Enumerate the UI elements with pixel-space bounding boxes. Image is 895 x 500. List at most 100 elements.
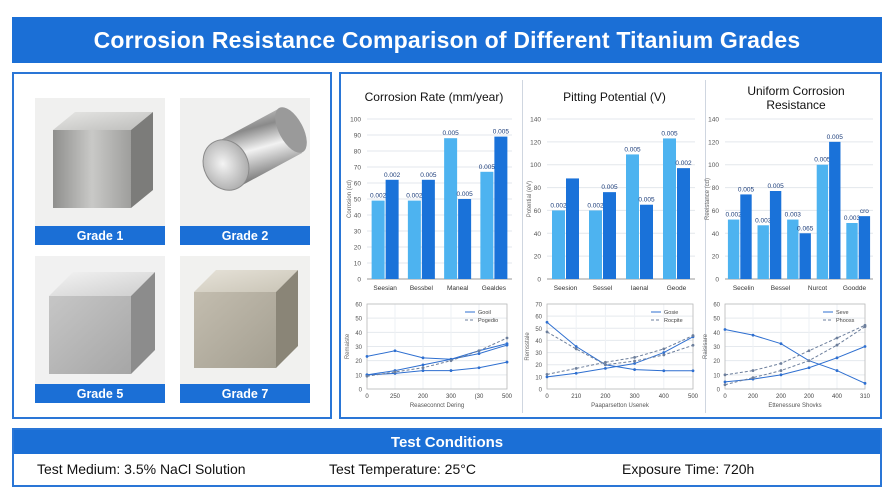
y-tick-label: 50 bbox=[535, 327, 542, 333]
data-point bbox=[863, 381, 867, 385]
data-point bbox=[421, 366, 425, 370]
bar-data-label: 0.005 bbox=[479, 164, 496, 171]
bar bbox=[858, 216, 871, 279]
x-tick-label: 0 bbox=[545, 394, 549, 400]
y-tick-label: 60 bbox=[535, 315, 542, 321]
y-tick-label: 10 bbox=[713, 373, 720, 379]
data-point bbox=[574, 371, 578, 375]
data-point bbox=[807, 366, 811, 370]
x-tick-label: 250 bbox=[390, 394, 401, 400]
y-tick-label: 20 bbox=[713, 359, 720, 365]
y-tick-label: 60 bbox=[534, 208, 542, 215]
data-point bbox=[835, 356, 839, 360]
bar bbox=[677, 168, 690, 279]
y-tick-label: 30 bbox=[713, 345, 720, 351]
test-conditions: Test Conditions Test Medium: 3.5% NaCl S… bbox=[12, 428, 882, 487]
bar bbox=[787, 219, 799, 279]
data-point bbox=[449, 359, 453, 363]
y-tick-label: 60 bbox=[713, 303, 720, 309]
bar-data-label: 0.002 bbox=[384, 172, 401, 179]
data-point bbox=[545, 375, 549, 379]
grade-7-photo bbox=[180, 256, 310, 384]
bar-data-label: 0.003 bbox=[755, 217, 772, 224]
grade-tile-1: Grade 1 bbox=[35, 98, 165, 245]
grade-2-photo bbox=[180, 98, 310, 226]
data-point bbox=[393, 349, 397, 353]
grade-2-label: Grade 2 bbox=[180, 226, 310, 245]
series-line bbox=[546, 336, 694, 378]
x-tick-label: (30 bbox=[475, 394, 484, 400]
x-tick-label: Sessel bbox=[593, 285, 613, 292]
grade-tile-5: Grade 5 bbox=[35, 256, 165, 403]
y-tick-label: 20 bbox=[355, 359, 362, 365]
bar bbox=[846, 223, 858, 279]
series-line bbox=[366, 344, 508, 376]
grade-tile-7: Grade 7 bbox=[180, 256, 310, 403]
data-point bbox=[574, 366, 578, 370]
plot-frame bbox=[366, 303, 508, 390]
legend-label: Phooss bbox=[836, 318, 855, 324]
test-temperature: Test Temperature: 25°C bbox=[329, 461, 476, 477]
bar bbox=[626, 154, 639, 279]
bar-data-label: 0.002 bbox=[550, 202, 567, 209]
x-axis-label: Reaseconnct Dering bbox=[410, 403, 464, 409]
y-tick-label: 60 bbox=[355, 303, 362, 309]
y-tick-label: 90 bbox=[354, 133, 362, 140]
data-point bbox=[723, 380, 727, 384]
bar bbox=[566, 178, 579, 279]
data-point bbox=[691, 334, 695, 337]
y-tick-label: 100 bbox=[350, 117, 361, 124]
legend-label: Gosie bbox=[664, 310, 678, 316]
data-point bbox=[604, 366, 607, 370]
y-tick-label: 100 bbox=[708, 162, 719, 169]
data-point bbox=[835, 343, 839, 347]
y-tick-label: 0 bbox=[357, 277, 361, 284]
bar-data-label: 0.005 bbox=[420, 172, 437, 179]
bar-data-label: 0.065 bbox=[797, 225, 814, 232]
x-tick-label: 200 bbox=[748, 394, 759, 400]
grade-7-label: Grade 7 bbox=[180, 384, 310, 403]
y-tick-label: 60 bbox=[712, 208, 720, 215]
x-tick-label: 300 bbox=[630, 394, 641, 400]
y-tick-label: 10 bbox=[535, 375, 542, 381]
series-line bbox=[366, 361, 508, 376]
data-point bbox=[477, 349, 481, 353]
data-point bbox=[723, 373, 727, 377]
data-point bbox=[545, 320, 549, 324]
data-point bbox=[779, 373, 783, 377]
legend-label: Pogedio bbox=[478, 318, 498, 324]
data-point bbox=[807, 359, 811, 363]
data-point bbox=[633, 368, 636, 371]
series-line bbox=[366, 337, 508, 377]
y-tick-label: 140 bbox=[530, 117, 541, 124]
bar bbox=[421, 179, 435, 279]
bar bbox=[816, 164, 829, 279]
series-line bbox=[724, 346, 866, 383]
x-tick-label: 500 bbox=[502, 394, 513, 400]
title-banner: Corrosion Resistance Comparison of Diffe… bbox=[12, 17, 882, 63]
series-line bbox=[546, 331, 694, 366]
data-point bbox=[477, 352, 481, 355]
x-tick-label: Geode bbox=[667, 285, 687, 292]
page-title: Corrosion Resistance Comparison of Diffe… bbox=[93, 26, 801, 53]
bar-data-label: 0.005 bbox=[638, 197, 655, 204]
grade-1-photo bbox=[35, 98, 165, 226]
data-point bbox=[505, 360, 509, 364]
series-line bbox=[366, 343, 508, 360]
bar-data-label: 0.005 bbox=[624, 146, 641, 153]
corrosion-rate-title: Corrosion Rate (mm/year) bbox=[364, 90, 504, 104]
x-tick-label: Gealdes bbox=[482, 285, 507, 292]
y-tick-label: 80 bbox=[354, 149, 362, 156]
series-line bbox=[724, 324, 866, 376]
data-point bbox=[633, 362, 636, 365]
y-tick-label: 120 bbox=[708, 139, 719, 146]
x-tick-label: Bessel bbox=[771, 285, 791, 292]
bar bbox=[494, 136, 508, 279]
data-point bbox=[779, 342, 783, 346]
y-tick-label: 100 bbox=[530, 162, 541, 169]
y-tick-label: 40 bbox=[355, 331, 362, 337]
bar bbox=[640, 204, 653, 279]
data-point bbox=[505, 343, 509, 347]
data-point bbox=[835, 336, 839, 340]
bar bbox=[829, 141, 841, 279]
